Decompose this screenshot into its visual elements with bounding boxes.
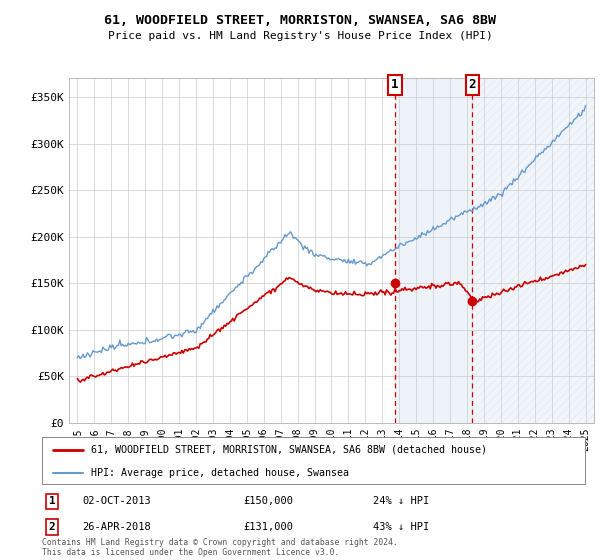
- Text: 61, WOODFIELD STREET, MORRISTON, SWANSEA, SA6 8BW (detached house): 61, WOODFIELD STREET, MORRISTON, SWANSEA…: [91, 445, 487, 455]
- Text: 24% ↓ HPI: 24% ↓ HPI: [373, 496, 430, 506]
- Text: 61, WOODFIELD STREET, MORRISTON, SWANSEA, SA6 8BW: 61, WOODFIELD STREET, MORRISTON, SWANSEA…: [104, 14, 496, 27]
- Text: 2: 2: [469, 78, 476, 91]
- Text: 26-APR-2018: 26-APR-2018: [83, 522, 151, 532]
- Bar: [395, 78, 472, 423]
- Text: 1: 1: [391, 78, 399, 91]
- Text: £131,000: £131,000: [243, 522, 293, 532]
- Text: Price paid vs. HM Land Registry's House Price Index (HPI): Price paid vs. HM Land Registry's House …: [107, 31, 493, 41]
- Text: 1: 1: [49, 496, 55, 506]
- Bar: [472, 78, 594, 423]
- Text: 43% ↓ HPI: 43% ↓ HPI: [373, 522, 430, 532]
- Text: 2: 2: [49, 522, 55, 532]
- Text: Contains HM Land Registry data © Crown copyright and database right 2024.
This d: Contains HM Land Registry data © Crown c…: [42, 538, 398, 557]
- Text: £150,000: £150,000: [243, 496, 293, 506]
- Text: HPI: Average price, detached house, Swansea: HPI: Average price, detached house, Swan…: [91, 468, 349, 478]
- Text: 02-OCT-2013: 02-OCT-2013: [83, 496, 151, 506]
